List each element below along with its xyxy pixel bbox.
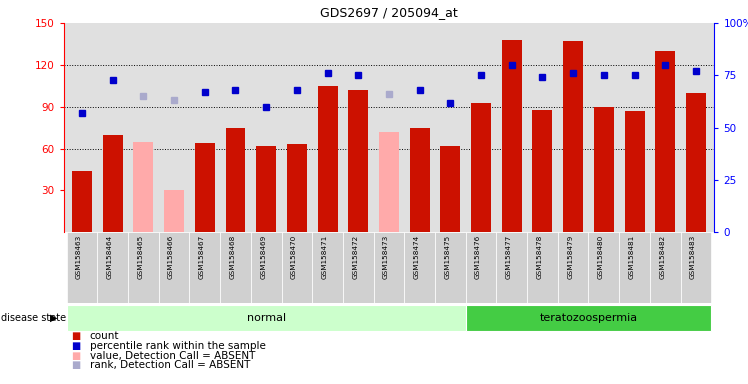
Text: GSM158481: GSM158481 bbox=[628, 235, 634, 279]
Bar bbox=[189, 232, 220, 303]
Bar bbox=[686, 93, 706, 232]
Bar bbox=[379, 132, 399, 232]
Bar bbox=[533, 109, 553, 232]
Text: GSM158471: GSM158471 bbox=[322, 235, 328, 279]
Bar bbox=[373, 232, 405, 303]
Bar bbox=[650, 232, 681, 303]
Text: GSM158476: GSM158476 bbox=[475, 235, 481, 279]
Bar bbox=[527, 232, 558, 303]
Text: GSM158482: GSM158482 bbox=[659, 235, 665, 279]
Bar bbox=[594, 107, 614, 232]
Bar bbox=[625, 111, 645, 232]
Bar bbox=[655, 51, 675, 232]
Bar bbox=[251, 232, 281, 303]
Bar bbox=[128, 232, 159, 303]
Bar bbox=[72, 171, 92, 232]
Bar bbox=[67, 305, 466, 331]
Bar bbox=[589, 232, 619, 303]
Bar bbox=[97, 232, 128, 303]
Bar bbox=[558, 232, 589, 303]
Text: ■: ■ bbox=[71, 361, 80, 371]
Text: GSM158475: GSM158475 bbox=[444, 235, 450, 279]
Bar bbox=[159, 232, 189, 303]
Text: ■: ■ bbox=[71, 331, 80, 341]
Bar bbox=[349, 90, 368, 232]
Text: normal: normal bbox=[247, 313, 286, 323]
Bar bbox=[466, 305, 711, 331]
Bar bbox=[257, 146, 276, 232]
Text: ■: ■ bbox=[71, 341, 80, 351]
Text: ■: ■ bbox=[71, 351, 80, 361]
Text: ▶: ▶ bbox=[50, 313, 58, 323]
Text: count: count bbox=[90, 331, 119, 341]
Text: GSM158474: GSM158474 bbox=[414, 235, 420, 279]
Text: value, Detection Call = ABSENT: value, Detection Call = ABSENT bbox=[90, 351, 255, 361]
Bar bbox=[194, 143, 215, 232]
Bar bbox=[471, 103, 491, 232]
Text: GDS2697 / 205094_at: GDS2697 / 205094_at bbox=[320, 6, 458, 19]
Text: GSM158477: GSM158477 bbox=[506, 235, 512, 279]
Bar bbox=[102, 135, 123, 232]
Text: GSM158483: GSM158483 bbox=[690, 235, 696, 279]
Bar bbox=[312, 232, 343, 303]
Bar bbox=[441, 146, 460, 232]
Text: GSM158478: GSM158478 bbox=[536, 235, 542, 279]
Text: GSM158465: GSM158465 bbox=[138, 235, 144, 279]
Bar bbox=[502, 40, 521, 232]
Text: GSM158470: GSM158470 bbox=[291, 235, 297, 279]
Text: percentile rank within the sample: percentile rank within the sample bbox=[90, 341, 266, 351]
Bar bbox=[220, 232, 251, 303]
Text: GSM158464: GSM158464 bbox=[107, 235, 113, 279]
Text: GSM158479: GSM158479 bbox=[567, 235, 573, 279]
Text: GSM158468: GSM158468 bbox=[230, 235, 236, 279]
Bar bbox=[410, 127, 429, 232]
Text: GSM158469: GSM158469 bbox=[260, 235, 266, 279]
Bar bbox=[133, 142, 153, 232]
Bar bbox=[619, 232, 650, 303]
Text: rank, Detection Call = ABSENT: rank, Detection Call = ABSENT bbox=[90, 361, 250, 371]
Bar bbox=[466, 232, 497, 303]
Bar bbox=[281, 232, 312, 303]
Bar bbox=[343, 232, 373, 303]
Bar bbox=[164, 190, 184, 232]
Text: GSM158466: GSM158466 bbox=[168, 235, 174, 279]
Bar bbox=[287, 144, 307, 232]
Text: GSM158473: GSM158473 bbox=[383, 235, 389, 279]
Bar bbox=[318, 86, 337, 232]
Text: disease state: disease state bbox=[1, 313, 66, 323]
Bar bbox=[563, 41, 583, 232]
Text: GSM158467: GSM158467 bbox=[199, 235, 205, 279]
Bar bbox=[67, 232, 97, 303]
Text: GSM158472: GSM158472 bbox=[352, 235, 358, 279]
Bar bbox=[405, 232, 435, 303]
Bar bbox=[497, 232, 527, 303]
Bar bbox=[225, 127, 245, 232]
Bar bbox=[681, 232, 711, 303]
Text: teratozoospermia: teratozoospermia bbox=[539, 313, 637, 323]
Text: GSM158463: GSM158463 bbox=[76, 235, 82, 279]
Bar bbox=[435, 232, 466, 303]
Text: GSM158480: GSM158480 bbox=[598, 235, 604, 279]
